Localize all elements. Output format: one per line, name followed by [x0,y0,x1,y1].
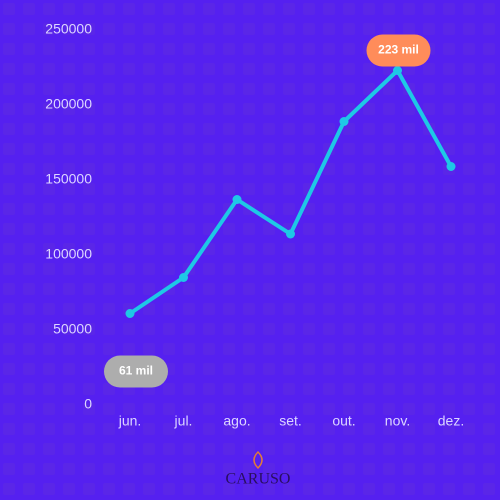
logo: CARUSO [226,450,291,488]
x-tick-label: set. [279,413,302,429]
value-label: 61 mil [119,364,153,378]
point [125,309,135,318]
y-tick-label: 0 [84,396,92,412]
point [232,195,242,204]
x-tick-label: nov. [385,413,410,429]
point [339,117,349,126]
point [286,229,295,239]
y-tick-label: 50000 [53,321,92,337]
x-tick-label: jul. [174,413,193,429]
x-tick-label: out. [332,413,355,429]
y-tick-label: 150000 [45,171,92,187]
point [393,66,402,75]
label-pill [104,355,168,388]
y-tick-label: 250000 [45,21,92,37]
y-tick-label: 200000 [45,96,92,112]
brand: CARUSO [226,471,291,488]
value-label: 223 mil [378,43,419,57]
x-tick-label: ago. [223,413,250,429]
point [179,273,188,282]
y-tick-label: 100000 [45,246,92,262]
x-tick-label: dez. [438,413,464,429]
point [446,162,456,171]
label-pill [366,34,431,67]
x-tick-label: jun. [118,413,142,429]
